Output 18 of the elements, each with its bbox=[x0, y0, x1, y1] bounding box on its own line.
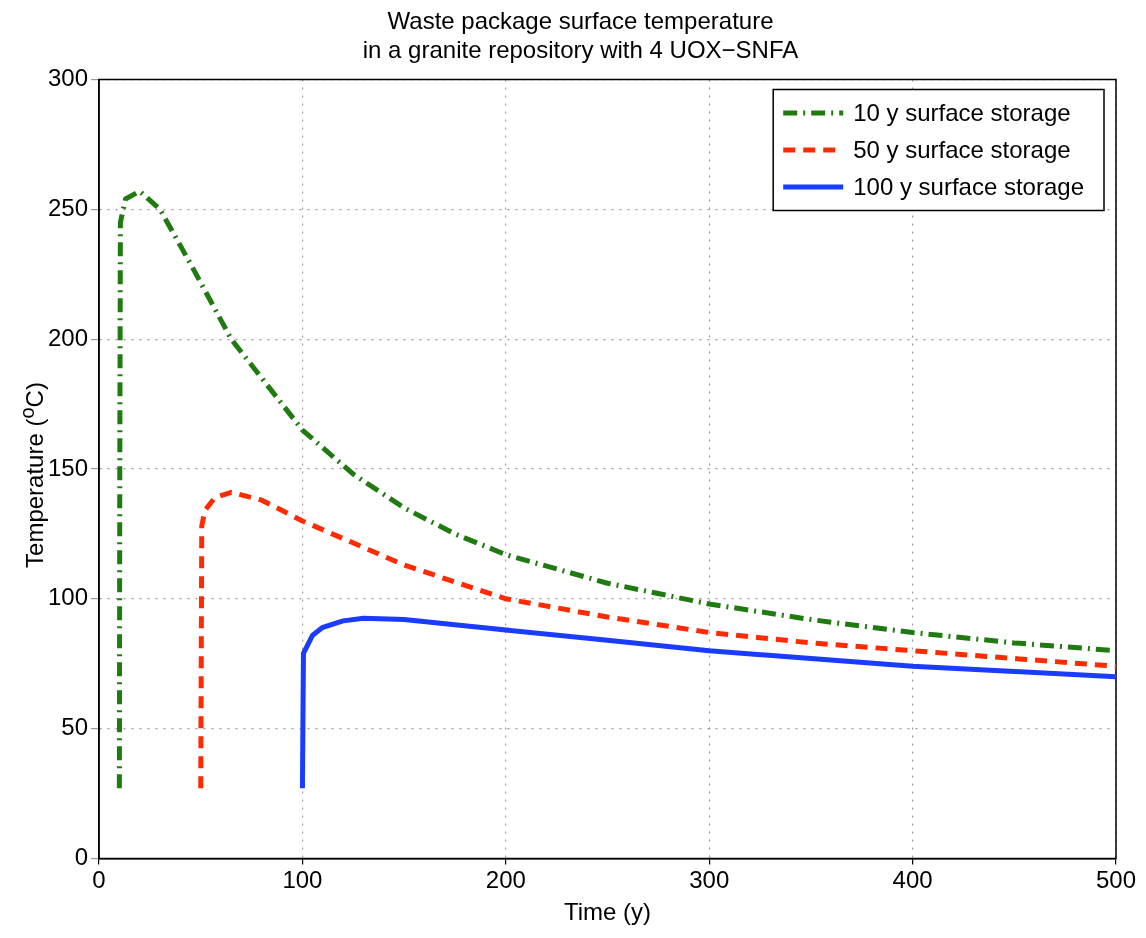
y-tick-label: 250 bbox=[48, 194, 89, 222]
y-tick-label: 300 bbox=[48, 64, 89, 92]
x-tick-label: 0 bbox=[92, 866, 106, 894]
x-axis-title: Time (y) bbox=[563, 898, 652, 926]
y-tick-label: 100 bbox=[48, 583, 89, 611]
y-tick-label: 50 bbox=[61, 713, 89, 741]
x-tick-label: 500 bbox=[1095, 866, 1137, 894]
legend-label: 10 y surface storage bbox=[853, 98, 1071, 126]
y-tick-label: 150 bbox=[48, 453, 89, 481]
x-tick-label: 300 bbox=[689, 866, 730, 894]
x-tick-label: 100 bbox=[282, 866, 323, 894]
y-tick-label: 200 bbox=[48, 323, 89, 351]
x-tick-label: 200 bbox=[485, 866, 526, 894]
legend-label: 100 y surface storage bbox=[853, 172, 1085, 200]
legend-label: 50 y surface storage bbox=[853, 135, 1071, 163]
y-tick-label: 0 bbox=[74, 843, 89, 871]
x-tick-label: 400 bbox=[892, 866, 933, 894]
chart-title: Waste package surface temperature in a granite repository with 4 UOX−SNFA bbox=[362, 7, 799, 63]
